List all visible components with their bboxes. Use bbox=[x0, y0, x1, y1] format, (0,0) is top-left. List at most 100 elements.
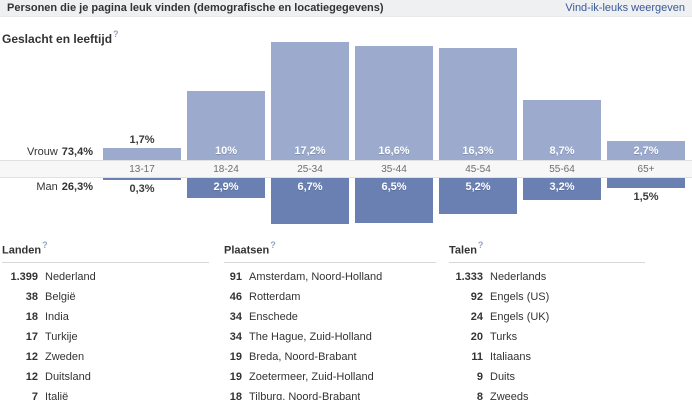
male-value-label: 0,3% bbox=[129, 183, 155, 195]
item-label: Nederlands bbox=[490, 270, 547, 283]
female-bar bbox=[103, 148, 181, 160]
female-bar bbox=[355, 46, 433, 160]
item-count: 8 bbox=[476, 390, 483, 400]
location-lists: Landen? 1.399 Nederland 38 België 18 India 17 T… bbox=[2, 239, 690, 400]
languages-title: Talen? bbox=[449, 239, 645, 263]
age-tick-label: 55-64 bbox=[549, 164, 575, 175]
help-icon[interactable]: ? bbox=[477, 240, 484, 250]
list-item: 34 Enschede bbox=[224, 307, 436, 327]
list-item: 19 Zoetermeer, Zuid-Holland bbox=[224, 367, 436, 387]
item-count: 1.333 bbox=[455, 270, 483, 283]
item-count: 19 bbox=[229, 370, 242, 383]
female-label: Vrouw bbox=[27, 146, 58, 158]
male-bar bbox=[355, 178, 433, 223]
cities-list: Plaatsen? 91 Amsterdam, Noord-Holland 46 Ro… bbox=[224, 239, 436, 400]
male-label: Man bbox=[36, 181, 58, 193]
item-count: 9 bbox=[476, 370, 483, 383]
male-bar bbox=[607, 178, 685, 188]
view-likes-link[interactable]: Vind-ik-leuks weergeven bbox=[565, 2, 685, 14]
list-item: 11 Italiaans bbox=[449, 347, 645, 367]
male-bar bbox=[439, 178, 517, 214]
age-tick-label: 13-17 bbox=[129, 164, 155, 175]
list-item: 1.399 Nederland bbox=[2, 267, 209, 287]
chart-title-text: Geslacht en leeftijd bbox=[2, 32, 113, 46]
list-item: 91 Amsterdam, Noord-Holland bbox=[224, 267, 436, 287]
item-count: 7 bbox=[31, 390, 38, 400]
help-icon[interactable]: ? bbox=[42, 240, 48, 250]
item-label: Italië bbox=[45, 390, 69, 400]
female-bar bbox=[187, 91, 265, 160]
male-value-label: 1,5% bbox=[633, 191, 659, 203]
help-icon[interactable]: ? bbox=[113, 29, 119, 39]
female-value-label: 8,7% bbox=[549, 145, 575, 157]
female-value-label: 17,2% bbox=[294, 145, 326, 157]
male-value-label: 3,2% bbox=[549, 181, 575, 193]
male-bar bbox=[523, 178, 601, 200]
female-value-label: 2,7% bbox=[633, 145, 659, 157]
list-item: 12 Zweden bbox=[2, 347, 209, 367]
item-label: Rotterdam bbox=[249, 290, 301, 303]
age-tick-label: 45-54 bbox=[465, 164, 491, 175]
item-count: 19 bbox=[229, 350, 242, 363]
list-item: 12 Duitsland bbox=[2, 367, 209, 387]
item-count: 34 bbox=[229, 330, 242, 343]
item-label: Duits bbox=[490, 370, 516, 383]
female-value-label: 16,6% bbox=[378, 145, 410, 157]
help-icon[interactable]: ? bbox=[270, 240, 276, 250]
list-item: 18 Tilburg, Noord-Brabant bbox=[224, 387, 436, 400]
item-label: Tilburg, Noord-Brabant bbox=[249, 390, 361, 400]
male-value-label: 6,5% bbox=[381, 181, 407, 193]
female-row-label: Vrouw 73,4% bbox=[0, 146, 93, 158]
list-item: 9 Duits bbox=[449, 367, 645, 387]
age-tick-label: 18-24 bbox=[213, 164, 239, 175]
male-bar bbox=[187, 178, 265, 198]
item-count: 92 bbox=[470, 290, 483, 303]
item-label: The Hague, Zuid-Holland bbox=[249, 330, 372, 343]
countries-list: Landen? 1.399 Nederland 38 België 18 India 17 T… bbox=[2, 239, 209, 400]
item-count: 20 bbox=[470, 330, 483, 343]
item-count: 12 bbox=[25, 350, 38, 363]
item-label: Engels (UK) bbox=[490, 310, 550, 323]
age-axis-band bbox=[0, 160, 692, 178]
item-count: 46 bbox=[229, 290, 242, 303]
age-tick-label: 65+ bbox=[637, 164, 655, 175]
item-count: 18 bbox=[25, 310, 38, 323]
item-count: 34 bbox=[229, 310, 242, 323]
female-value-label: 10% bbox=[214, 145, 238, 157]
item-label: Italiaans bbox=[490, 350, 531, 363]
panel-header: Personen die je pagina leuk vinden (demo… bbox=[0, 0, 692, 17]
languages-list: Talen? 1.333 Nederlands 92 Engels (US) 24 Eng… bbox=[449, 239, 645, 400]
item-label: België bbox=[45, 290, 76, 303]
male-row-label: Man 26,3% bbox=[0, 181, 93, 193]
list-item: 19 Breda, Noord-Brabant bbox=[224, 347, 436, 367]
item-label: India bbox=[45, 310, 69, 323]
male-value-label: 5,2% bbox=[465, 181, 491, 193]
list-item: 24 Engels (UK) bbox=[449, 307, 645, 327]
list-item: 46 Rotterdam bbox=[224, 287, 436, 307]
list-item: 92 Engels (US) bbox=[449, 287, 645, 307]
list-item: 20 Turks bbox=[449, 327, 645, 347]
age-tick-label: 35-44 bbox=[381, 164, 407, 175]
item-count: 1.399 bbox=[10, 270, 38, 283]
item-count: 24 bbox=[470, 310, 483, 323]
female-value-label: 16,3% bbox=[462, 145, 494, 157]
female-bar bbox=[607, 141, 685, 160]
list-item: 38 België bbox=[2, 287, 209, 307]
list-item: 7 Italië bbox=[2, 387, 209, 400]
list-item: 8 Zweeds bbox=[449, 387, 645, 400]
list-item: 34 The Hague, Zuid-Holland bbox=[224, 327, 436, 347]
female-bar bbox=[271, 42, 349, 160]
item-count: 17 bbox=[25, 330, 38, 343]
item-label: Duitsland bbox=[45, 370, 91, 383]
item-label: Zweden bbox=[45, 350, 85, 363]
item-label: Breda, Noord-Brabant bbox=[249, 350, 357, 363]
item-label: Amsterdam, Noord-Holland bbox=[249, 270, 383, 283]
item-label: Turks bbox=[490, 330, 518, 343]
item-label: Turkije bbox=[45, 330, 78, 343]
cities-title: Plaatsen? bbox=[224, 239, 436, 263]
item-label: Nederland bbox=[45, 270, 96, 283]
item-count: 11 bbox=[471, 350, 483, 363]
male-value-label: 6,7% bbox=[297, 181, 323, 193]
male-bar bbox=[271, 178, 349, 224]
